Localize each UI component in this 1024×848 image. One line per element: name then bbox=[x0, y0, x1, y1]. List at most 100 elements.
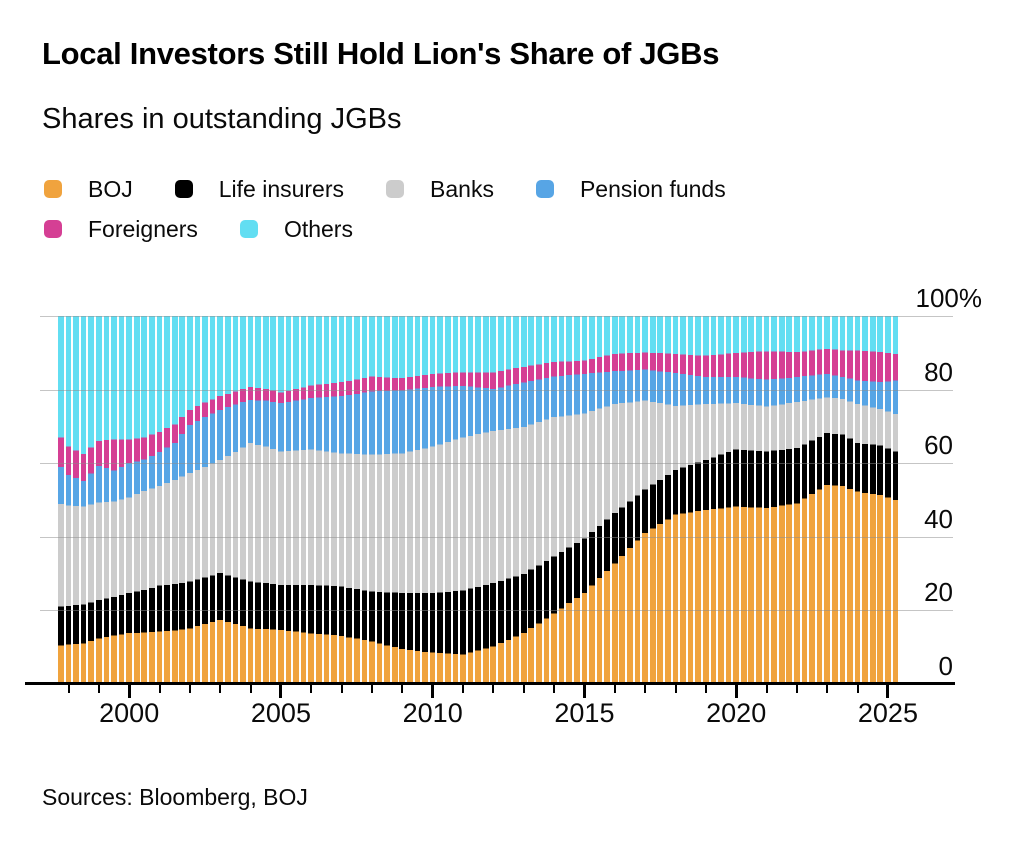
stacked-bar bbox=[444, 316, 451, 684]
stacked-bar bbox=[831, 316, 838, 684]
stacked-bar bbox=[126, 316, 132, 684]
stacked-bar bbox=[543, 316, 550, 684]
y-axis-tick-label: 20 bbox=[924, 577, 953, 607]
y-gridline bbox=[40, 536, 953, 538]
stacked-bar bbox=[718, 316, 724, 684]
stacked-bar bbox=[429, 316, 436, 684]
x-axis-tick-label: 2010 bbox=[402, 698, 463, 728]
stacked-bar bbox=[528, 316, 535, 684]
x-axis-major-tick bbox=[431, 685, 435, 698]
stacked-bar bbox=[460, 316, 466, 684]
stacked-bar bbox=[892, 316, 899, 684]
stacked-bar bbox=[513, 316, 519, 684]
y-gridline bbox=[40, 389, 953, 391]
x-axis-minor-tick bbox=[249, 685, 252, 693]
x-axis-minor-tick bbox=[795, 685, 798, 693]
stacked-bar bbox=[255, 316, 261, 684]
stacked-bar bbox=[566, 316, 573, 684]
legend-swatch-icon bbox=[386, 180, 405, 198]
stacked-bar bbox=[672, 316, 679, 684]
x-axis-minor-tick bbox=[856, 685, 859, 693]
stacked-bar bbox=[627, 316, 633, 684]
x-axis-minor-tick bbox=[492, 685, 495, 693]
x-axis-minor-tick bbox=[765, 685, 768, 693]
stacked-bar bbox=[111, 316, 117, 684]
legend-item-banks: Banks bbox=[386, 176, 494, 203]
stacked-bar bbox=[710, 316, 717, 684]
stacked-bar bbox=[80, 316, 87, 684]
stacked-bar bbox=[346, 316, 352, 684]
stacked-bar bbox=[240, 316, 246, 684]
stacked-bar bbox=[407, 316, 413, 684]
stacked-bar bbox=[801, 316, 808, 684]
stacked-bar bbox=[315, 316, 322, 684]
stacked-bar bbox=[604, 316, 610, 684]
stacked-bar bbox=[308, 316, 315, 684]
legend-label: Foreigners bbox=[88, 215, 198, 242]
stacked-bar bbox=[573, 316, 580, 684]
legend-swatch-icon bbox=[535, 180, 554, 198]
stacked-bar bbox=[778, 316, 785, 684]
stacked-bar bbox=[376, 316, 383, 684]
stacked-bar bbox=[558, 316, 565, 684]
legend-label: Life insurers bbox=[218, 175, 345, 202]
stacked-bar bbox=[589, 316, 595, 684]
stacked-bar bbox=[232, 316, 239, 684]
stacked-bar bbox=[869, 316, 876, 684]
stacked-bar bbox=[581, 316, 588, 684]
x-axis-minor-tick bbox=[67, 685, 70, 693]
stacked-bar bbox=[520, 316, 527, 684]
x-axis-major-tick bbox=[734, 685, 738, 698]
x-axis-minor-tick bbox=[553, 685, 556, 693]
x-axis-minor-tick bbox=[158, 685, 161, 693]
legend-item-others: Others bbox=[239, 216, 353, 243]
stacked-bar bbox=[657, 316, 664, 684]
source-note: Sources: Bloomberg, BOJ bbox=[42, 784, 308, 810]
x-axis-major-tick bbox=[279, 685, 283, 698]
legend-swatch-icon bbox=[174, 180, 193, 198]
chart-subtitle: Shares in outstanding JGBs bbox=[42, 103, 402, 135]
stacked-bar bbox=[596, 316, 603, 684]
stacked-bar bbox=[649, 316, 656, 684]
stacked-bar bbox=[619, 316, 626, 684]
stacked-bar bbox=[771, 316, 777, 684]
stacked-bar bbox=[133, 316, 140, 684]
stacked-bar bbox=[95, 316, 102, 684]
y-axis-tick-label: 40 bbox=[924, 503, 953, 534]
stacked-bar bbox=[278, 316, 284, 684]
stacked-bar bbox=[467, 316, 474, 684]
stacked-bar bbox=[118, 316, 125, 684]
stacked-bar bbox=[391, 316, 398, 684]
stacked-bar bbox=[58, 316, 64, 684]
stacked-bar bbox=[634, 316, 641, 684]
stacked-bar bbox=[536, 316, 542, 684]
bars-layer bbox=[40, 316, 920, 684]
stacked-bar bbox=[611, 316, 618, 684]
legend-label: Banks bbox=[430, 175, 494, 202]
stacked-bar bbox=[384, 316, 390, 684]
x-axis-major-tick bbox=[582, 685, 586, 698]
stacked-bar bbox=[475, 316, 481, 684]
x-axis-tick-label: 2015 bbox=[554, 698, 615, 728]
stacked-bar bbox=[149, 316, 155, 684]
stacked-bar bbox=[680, 316, 686, 684]
stacked-bar bbox=[816, 316, 823, 684]
x-axis-minor-tick bbox=[826, 685, 829, 693]
stacked-bar bbox=[725, 316, 732, 684]
stacked-bar bbox=[179, 316, 186, 684]
y-gridline bbox=[40, 463, 953, 464]
stacked-bar bbox=[854, 316, 861, 684]
stacked-bar bbox=[361, 316, 368, 684]
stacked-bar bbox=[270, 316, 277, 684]
stacked-bar bbox=[262, 316, 269, 684]
y-gridline bbox=[40, 610, 953, 611]
legend-item-foreigners: Foreigners bbox=[44, 216, 198, 243]
stacked-bar bbox=[194, 316, 201, 684]
y-axis-tick-label: 60 bbox=[924, 430, 953, 460]
stacked-bar bbox=[824, 316, 831, 684]
x-axis-minor-tick bbox=[704, 685, 707, 693]
x-axis-minor-tick bbox=[310, 685, 313, 693]
stacked-bar bbox=[399, 316, 406, 684]
legend-swatch-icon bbox=[239, 220, 258, 238]
